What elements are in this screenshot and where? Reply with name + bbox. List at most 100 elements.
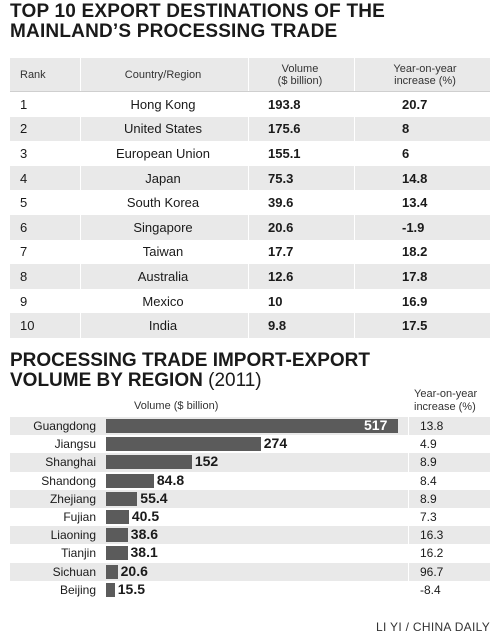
bar-shandong xyxy=(106,473,154,488)
bar-zhejiang xyxy=(106,491,138,506)
yoy-column-header: Year-on-year increase (%) xyxy=(414,388,477,414)
column-divider xyxy=(408,580,409,599)
yoy-cell: 20.7 xyxy=(402,96,428,112)
column-divider xyxy=(248,288,249,314)
column-divider xyxy=(80,116,81,142)
yoy-label: -8.4 xyxy=(420,582,441,597)
credit-line: LI YI / CHINA DAILY xyxy=(376,620,490,634)
category-label: Beijing xyxy=(59,582,96,597)
chart-row: Liaoning 38.6 16.3 xyxy=(10,526,490,545)
column-divider xyxy=(248,116,249,142)
chart-title: PROCESSING TRADE IMPORT-EXPORT VOLUME BY… xyxy=(10,351,490,391)
chart-title-line2: VOLUME BY REGION (2011) xyxy=(10,371,490,391)
column-divider xyxy=(408,417,409,436)
country-cell: India xyxy=(148,318,178,334)
category-label: Liaoning xyxy=(50,528,96,543)
chart-row: Fujian 40.5 7.3 xyxy=(10,508,490,527)
country-cell: South Korea xyxy=(126,195,200,211)
yoy-label: 16.2 xyxy=(420,546,444,561)
yoy-label: 8.9 xyxy=(420,455,437,470)
column-divider xyxy=(248,190,249,215)
column-divider xyxy=(80,92,81,117)
column-divider xyxy=(354,264,355,289)
value-label: 517 xyxy=(364,417,388,433)
yoy-label: 8.9 xyxy=(420,491,437,506)
yoy-label: 13.8 xyxy=(420,419,444,433)
country-cell: Japan xyxy=(145,170,181,186)
country-cell: Mexico xyxy=(142,293,184,309)
chart-row: Jiangsu 274 4.9 xyxy=(10,435,490,454)
rank-cell: 10 xyxy=(20,318,35,334)
column-divider xyxy=(80,165,81,191)
category-label: Guangdong xyxy=(33,419,96,433)
yoy-header-line2: increase (%) xyxy=(414,401,476,413)
header-yoy: Year-on-year increase (%) xyxy=(360,58,490,91)
column-divider xyxy=(408,435,409,454)
column-divider xyxy=(408,508,409,527)
column-divider xyxy=(80,239,81,265)
yoy-label: 7.3 xyxy=(420,510,437,524)
yoy-cell: 17.5 xyxy=(402,318,428,334)
column-divider xyxy=(248,92,249,117)
value-label: 38.6 xyxy=(130,526,159,543)
header-volume-line1: Volume xyxy=(281,62,319,75)
country-cell: Singapore xyxy=(133,219,193,235)
chart-row: Shandong 84.8 8.4 xyxy=(10,471,490,490)
value-label: 152 xyxy=(194,453,219,470)
chart-title-line1: PROCESSING TRADE IMPORT-EXPORT xyxy=(10,350,370,371)
category-label: Shandong xyxy=(41,473,96,488)
column-divider xyxy=(408,526,409,545)
volume-cell: 193.8 xyxy=(268,96,301,112)
table-row: 4 Japan 75.3 14.8 xyxy=(10,165,490,191)
column-divider xyxy=(408,489,409,508)
value-label: 38.1 xyxy=(130,544,158,561)
rank-cell: 1 xyxy=(20,96,28,112)
table-row: 8 Australia 12.6 17.8 xyxy=(10,264,490,289)
header-volume-line2: ($ billion) xyxy=(277,74,323,87)
rank-cell: 3 xyxy=(20,145,28,161)
column-divider xyxy=(80,288,81,314)
table-row: 1 Hong Kong 193.8 20.7 xyxy=(10,92,490,117)
table-row: 10 India 9.8 17.5 xyxy=(10,313,490,338)
country-cell: Australia xyxy=(137,268,189,284)
top-table-title-line1: TOP 10 EXPORT DESTINATIONS OF THE xyxy=(10,1,386,22)
rank-cell: 2 xyxy=(20,121,28,137)
table-row: 7 Taiwan 17.7 18.2 xyxy=(10,239,490,265)
volume-cell: 155.1 xyxy=(268,145,301,161)
region-volume-bar-chart: Guangdong 517 13.8 Jiangsu 274 4.9 Shanghai 152… xyxy=(10,417,490,599)
rank-cell: 9 xyxy=(20,293,28,309)
column-divider xyxy=(354,165,355,191)
header-country: Country/Region xyxy=(124,68,202,81)
column-divider xyxy=(248,214,249,240)
yoy-header-line1: Year-on-year xyxy=(414,388,478,400)
rank-cell: 6 xyxy=(20,219,28,235)
bar-jiangsu xyxy=(106,437,261,452)
rank-cell: 8 xyxy=(20,268,28,284)
column-divider xyxy=(354,141,355,166)
column-divider xyxy=(354,239,355,265)
country-cell: United States xyxy=(123,121,203,137)
column-divider xyxy=(408,562,409,581)
volume-cell: 39.6 xyxy=(268,195,294,211)
table-header-row: Rank Country/Region Volume ($ billion) Y… xyxy=(10,58,490,92)
bar-sichuan xyxy=(106,564,118,579)
header-yoy-line1: Year-on-year xyxy=(393,62,457,75)
value-label: 15.5 xyxy=(117,580,145,597)
column-divider xyxy=(354,58,355,91)
rank-cell: 5 xyxy=(20,195,28,211)
category-label: Sichuan xyxy=(52,564,96,579)
country-cell: Hong Kong xyxy=(130,96,196,112)
yoy-cell: 14.8 xyxy=(402,170,428,186)
rank-cell: 7 xyxy=(20,244,28,260)
top-table-title: TOP 10 EXPORT DESTINATIONS OF THE MAINLA… xyxy=(10,2,490,42)
volume-cell: 9.8 xyxy=(268,318,287,334)
yoy-label: 8.4 xyxy=(420,473,437,488)
yoy-label: 96.7 xyxy=(420,564,444,579)
chart-row: Zhejiang 55.4 8.9 xyxy=(10,489,490,508)
category-label: Tianjin xyxy=(61,546,96,561)
value-label: 40.5 xyxy=(131,508,160,524)
bar-liaoning xyxy=(106,528,128,543)
column-divider xyxy=(248,58,249,91)
volume-cell: 17.7 xyxy=(268,244,294,260)
yoy-cell: 8 xyxy=(402,121,410,137)
